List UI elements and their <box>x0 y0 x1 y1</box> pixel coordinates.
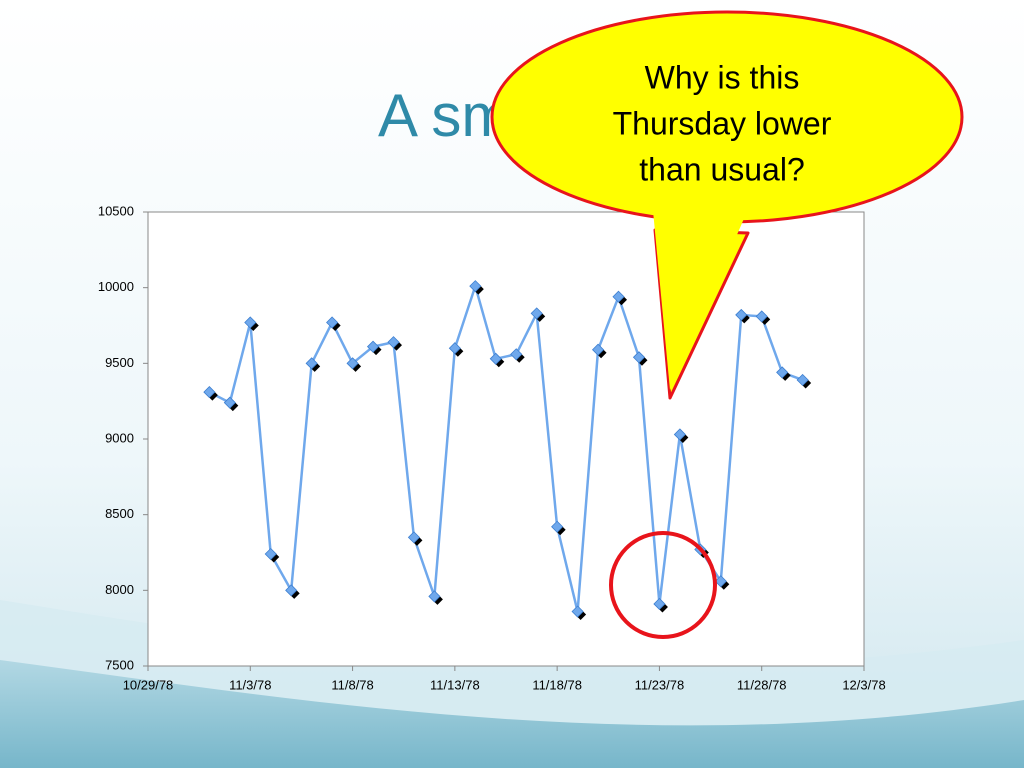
y-tick-label: 9500 <box>105 355 134 370</box>
data-point <box>489 352 502 365</box>
data-point <box>223 396 236 409</box>
data-point <box>755 310 768 323</box>
data-point <box>366 340 380 353</box>
callout-line: Thursday lower <box>613 105 832 141</box>
data-point <box>305 357 318 370</box>
chart: 7500 8000 8500 9000 9500 10000 10500 10/29/78 11… <box>98 203 886 692</box>
y-tick-label: 9000 <box>105 430 134 445</box>
data-point <box>264 547 277 561</box>
x-tick-label: 12/3/78 <box>842 677 885 692</box>
data-point <box>735 308 748 321</box>
y-tick-label: 8500 <box>105 506 134 521</box>
data-point <box>612 290 625 303</box>
y-tick-label: 7500 <box>105 657 134 672</box>
callout-text: Why is this Thursday lower than usual? <box>613 59 832 187</box>
x-tick-label: 11/13/78 <box>430 677 480 692</box>
x-tick-label: 11/28/78 <box>737 677 787 692</box>
data-point <box>510 348 523 361</box>
data-point <box>203 386 216 399</box>
data-point <box>387 336 400 349</box>
data-point <box>551 520 564 533</box>
data-point <box>448 342 461 355</box>
x-tick-label: 11/23/78 <box>635 677 685 692</box>
x-tick-label: 11/3/78 <box>229 677 271 692</box>
callout-tail-fill <box>652 200 752 390</box>
x-tick-label: 10/29/78 <box>123 677 174 692</box>
data-point <box>653 597 666 611</box>
y-tick-label: 10000 <box>98 279 134 294</box>
data-point <box>591 343 605 356</box>
callout: Why is this Thursday lower than usual? <box>490 10 964 400</box>
data-point <box>530 307 543 320</box>
circle <box>609 531 717 639</box>
data-point <box>714 575 727 588</box>
data-point <box>244 316 257 329</box>
data-point <box>571 605 584 618</box>
x-tick-label: 11/18/78 <box>532 677 582 692</box>
x-tick-label: 11/8/78 <box>331 677 373 692</box>
data-point <box>407 531 421 544</box>
data-point <box>632 351 646 364</box>
data-point <box>776 366 789 379</box>
callout-line: Why is this <box>645 59 800 95</box>
data-point <box>673 428 686 441</box>
data-point <box>285 584 298 597</box>
slide-title: A sm <box>378 82 511 149</box>
callout-line: than usual? <box>639 151 804 187</box>
highlight-circle <box>609 531 717 639</box>
y-tick-label: 10500 <box>98 203 134 218</box>
data-point <box>428 590 441 603</box>
y-tick-label: 8000 <box>105 582 134 597</box>
data-point <box>796 373 809 387</box>
data-point <box>469 280 482 293</box>
wave <box>0 660 1024 768</box>
plot-area <box>147 211 865 667</box>
data-point <box>346 357 359 370</box>
data-point <box>326 316 339 329</box>
